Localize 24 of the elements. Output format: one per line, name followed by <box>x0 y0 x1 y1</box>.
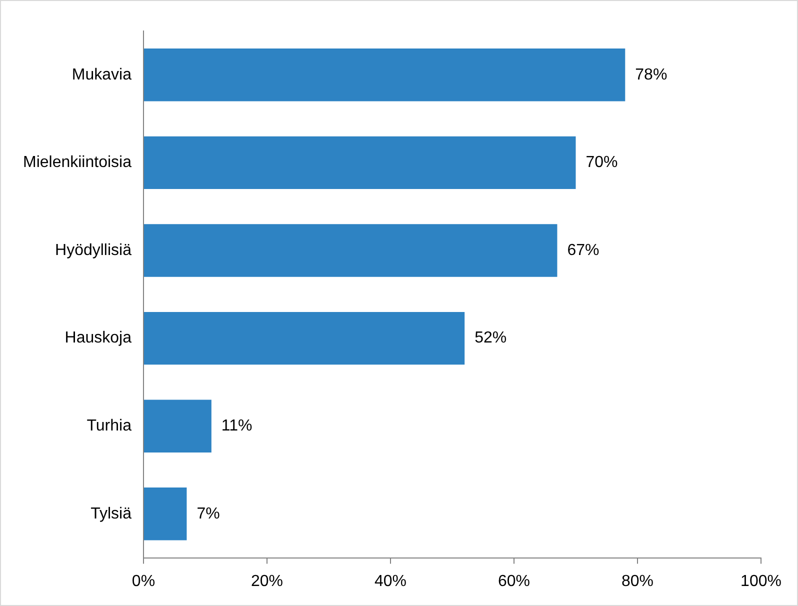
bar <box>144 312 465 365</box>
bar <box>144 136 576 190</box>
x-tick-label: 100% <box>740 572 782 590</box>
y-tick-label: Turhia <box>86 418 132 435</box>
x-tick-label: 60% <box>498 572 530 590</box>
bar <box>144 48 626 102</box>
y-tick-label: Hyödyllisiä <box>55 242 132 259</box>
data-label: 78% <box>635 66 668 84</box>
y-tick-label: Tylsiä <box>90 505 132 522</box>
y-tick-label: Hauskoja <box>64 330 132 347</box>
data-label: 52% <box>474 330 507 347</box>
x-tick-label: 80% <box>621 572 654 590</box>
data-label: 7% <box>196 505 220 522</box>
bar <box>144 400 212 452</box>
bar <box>144 224 558 277</box>
data-label: 67% <box>567 242 600 259</box>
y-tick-label: Mielenkiintoisia <box>22 154 132 172</box>
y-tick-label: Mukavia <box>72 66 132 84</box>
bar <box>144 488 187 540</box>
data-label: 11% <box>221 418 252 435</box>
data-label: 70% <box>586 154 618 172</box>
x-tick-label: 0% <box>132 572 156 590</box>
x-tick-label: 40% <box>374 572 407 590</box>
x-tick-label: 20% <box>250 572 284 590</box>
